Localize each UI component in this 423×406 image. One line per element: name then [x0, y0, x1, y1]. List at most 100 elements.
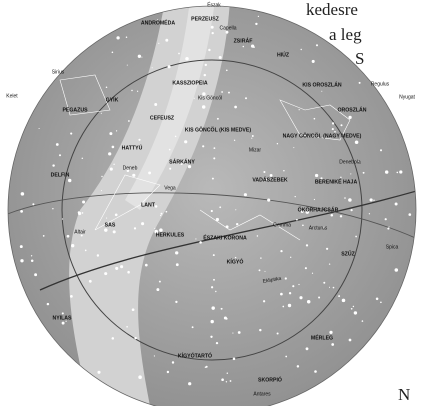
star-dot [156, 288, 160, 292]
star-dot [225, 317, 228, 320]
star-dot [125, 36, 128, 38]
star-dot [237, 331, 241, 334]
star-dot [204, 63, 207, 67]
star-dot [348, 338, 352, 342]
star-dot [174, 135, 177, 138]
star-dot [257, 15, 260, 18]
summer-triangle [94, 174, 161, 231]
star-dot [331, 128, 334, 131]
star-dot [184, 140, 188, 144]
star-dot [210, 209, 213, 213]
star-dot [323, 226, 326, 229]
star-dot [215, 341, 219, 345]
sky-disc [8, 6, 416, 406]
star-dot [208, 48, 211, 52]
star-dot [280, 292, 283, 296]
star-dot [167, 65, 171, 69]
star-dot [264, 270, 266, 272]
star-dot [306, 299, 311, 304]
star-dot [328, 286, 331, 288]
map-label: CEFEUSZ [150, 115, 175, 121]
star-dot [77, 211, 81, 214]
star-dot [325, 247, 329, 250]
star-dot [38, 127, 40, 130]
star-dot [134, 336, 137, 340]
star-dot [353, 311, 358, 315]
star-dot [344, 197, 346, 199]
star-dot [408, 213, 412, 216]
star-dot [373, 199, 375, 201]
star-dot [380, 301, 382, 304]
star-dot [332, 286, 335, 289]
star-dot [245, 97, 247, 100]
star-dot [215, 290, 217, 293]
star-dot [329, 330, 333, 335]
star-dot [185, 56, 189, 61]
map-label: Capella [220, 25, 237, 31]
star-dot [348, 198, 352, 202]
star-dot [305, 244, 309, 247]
star-dot [221, 91, 223, 93]
star-dot [104, 272, 108, 276]
star-dot [111, 51, 114, 54]
page-text: a leg [329, 25, 362, 44]
star-dot [282, 305, 285, 308]
star-dot [394, 202, 398, 206]
star-dot [357, 160, 360, 162]
star-dot [158, 42, 160, 44]
star-dot [255, 22, 258, 26]
star-dot [203, 73, 207, 77]
star-dot [258, 269, 261, 272]
star-dot [193, 97, 195, 99]
star-dot [340, 176, 342, 179]
map-label: HATTYÚ [122, 144, 143, 151]
star-dot [225, 381, 228, 383]
star-dot [362, 171, 365, 174]
equator [8, 192, 416, 241]
star-dot [165, 210, 168, 213]
map-label: KÍGYÓTARTÓ [178, 351, 212, 359]
star-dot [302, 224, 304, 227]
star-dot [158, 280, 161, 283]
map-label: NYILAS [52, 315, 72, 321]
map-label: DELFIN [51, 172, 70, 178]
star-dot [157, 19, 159, 21]
star-dot [126, 64, 128, 66]
map-label: SZŰZ [341, 250, 355, 257]
star-dot [71, 244, 75, 248]
star-dot [276, 332, 279, 335]
map-label: Antares [253, 391, 271, 397]
star-dot [82, 200, 86, 204]
star-dot [210, 335, 213, 338]
star-dot [115, 130, 118, 132]
line [59, 74, 111, 116]
star-dot [220, 307, 223, 310]
star-dot [235, 209, 237, 211]
star-dot [126, 169, 130, 173]
line [199, 209, 301, 241]
map-label: LANT [141, 202, 156, 208]
star-dot [285, 355, 288, 358]
star-dot [111, 337, 115, 340]
star-dot [105, 86, 108, 89]
star-dot [132, 173, 136, 177]
map-label: ÉSZAKI KORONA [203, 233, 247, 241]
star-dot [311, 272, 314, 274]
star-dot [55, 143, 59, 146]
map-label: GYÍK [106, 95, 119, 103]
circle [61, 59, 363, 361]
star-dot [260, 257, 262, 259]
map-label: Altair [74, 229, 86, 235]
star-dot [100, 190, 103, 192]
star-dot [355, 235, 357, 238]
star-dot [315, 44, 319, 47]
star-dot [328, 263, 331, 265]
star-dot [210, 319, 214, 324]
star-dot [396, 171, 399, 174]
map-label: BERENIKÉ HAJA [315, 177, 358, 185]
star-dot [320, 177, 323, 180]
star-dot [202, 92, 206, 96]
star-dot [159, 228, 163, 232]
star-dot [138, 138, 141, 141]
